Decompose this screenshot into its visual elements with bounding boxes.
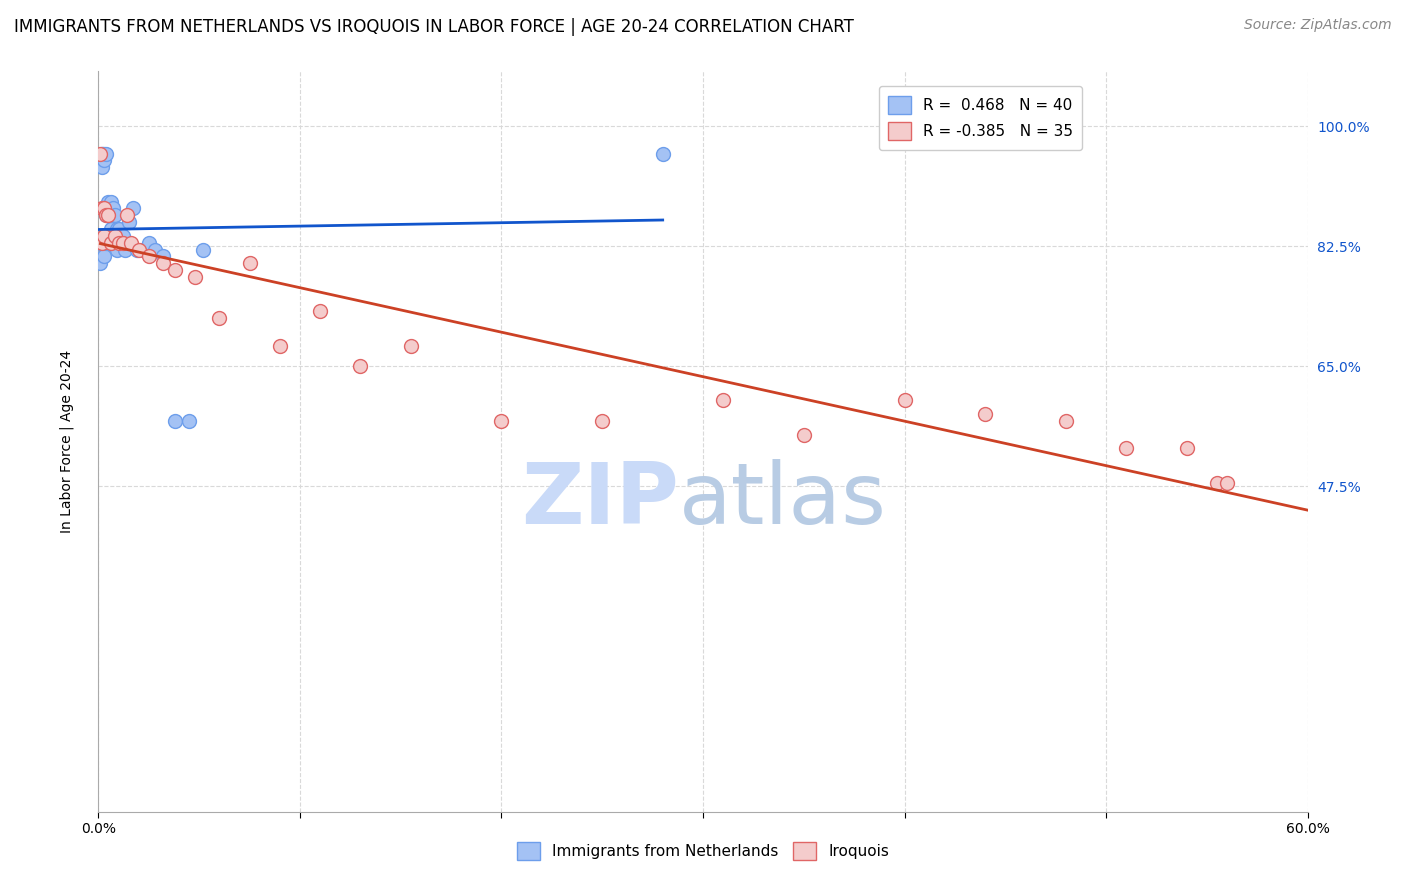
Point (651, 146, 673, 161)
Point (591, 414, 613, 428)
Point (91, 235, 114, 250)
Text: ZIP: ZIP (522, 459, 679, 542)
Point (309, 304, 332, 318)
Point (118, 215, 141, 229)
Point (1054, 414, 1077, 428)
Point (193, 243, 215, 257)
Point (93, 228, 115, 243)
Legend: Immigrants from Netherlands, Iroquois: Immigrants from Netherlands, Iroquois (510, 836, 896, 866)
Point (208, 311, 231, 326)
Point (91, 146, 114, 161)
Point (101, 228, 124, 243)
Point (97, 208, 120, 222)
Point (179, 414, 201, 428)
Point (107, 235, 129, 250)
Point (121, 202, 143, 216)
Text: IMMIGRANTS FROM NETHERLANDS VS IROQUOIS IN LABOR FORCE | AGE 20-24 CORRELATION C: IMMIGRANTS FROM NETHERLANDS VS IROQUOIS … (14, 18, 853, 36)
Point (100, 222, 122, 236)
Point (125, 243, 148, 257)
Point (89, 235, 111, 250)
Point (91, 146, 114, 161)
Point (103, 235, 125, 250)
Point (105, 222, 128, 236)
Point (399, 338, 422, 352)
Point (103, 208, 125, 222)
Point (100, 194, 122, 209)
Point (100, 235, 122, 250)
Point (97, 208, 120, 222)
Point (138, 250, 160, 264)
Point (93, 202, 115, 216)
Point (91, 202, 114, 216)
Point (143, 243, 166, 257)
Point (269, 338, 291, 352)
Point (132, 243, 155, 257)
Point (93, 153, 115, 168)
Point (138, 235, 160, 250)
Point (103, 228, 125, 243)
Point (89, 256, 111, 270)
Point (1175, 442, 1198, 456)
Point (349, 359, 371, 373)
Legend: R =  0.468   N = 40, R = -0.385   N = 35: R = 0.468 N = 40, R = -0.385 N = 35 (879, 87, 1083, 150)
Point (89, 146, 111, 161)
Point (111, 235, 134, 250)
Point (114, 243, 136, 257)
Point (793, 427, 815, 442)
Text: atlas: atlas (679, 459, 887, 542)
Point (91, 161, 114, 175)
Point (1206, 475, 1229, 490)
Point (96, 235, 118, 250)
Point (184, 270, 207, 285)
Point (128, 243, 150, 257)
Point (163, 414, 186, 428)
Point (100, 235, 122, 250)
Point (120, 235, 142, 250)
Point (111, 228, 134, 243)
Point (93, 228, 115, 243)
Point (107, 222, 129, 236)
Text: Source: ZipAtlas.com: Source: ZipAtlas.com (1244, 18, 1392, 32)
Point (96, 146, 118, 161)
Point (96, 208, 118, 222)
Point (93, 146, 115, 161)
Y-axis label: In Labor Force | Age 20-24: In Labor Force | Age 20-24 (59, 350, 75, 533)
Point (105, 243, 128, 257)
Point (96, 208, 118, 222)
Point (163, 263, 186, 277)
Point (152, 256, 174, 270)
Point (239, 256, 262, 270)
Point (152, 250, 174, 264)
Point (974, 407, 997, 421)
Point (97, 235, 120, 250)
Point (491, 414, 513, 428)
Point (115, 208, 138, 222)
Point (893, 393, 915, 408)
Point (101, 202, 124, 216)
Point (1216, 475, 1239, 490)
Point (711, 393, 734, 408)
Point (91, 153, 114, 168)
Point (97, 194, 120, 209)
Point (93, 250, 115, 264)
Point (110, 235, 132, 250)
Point (1115, 442, 1137, 456)
